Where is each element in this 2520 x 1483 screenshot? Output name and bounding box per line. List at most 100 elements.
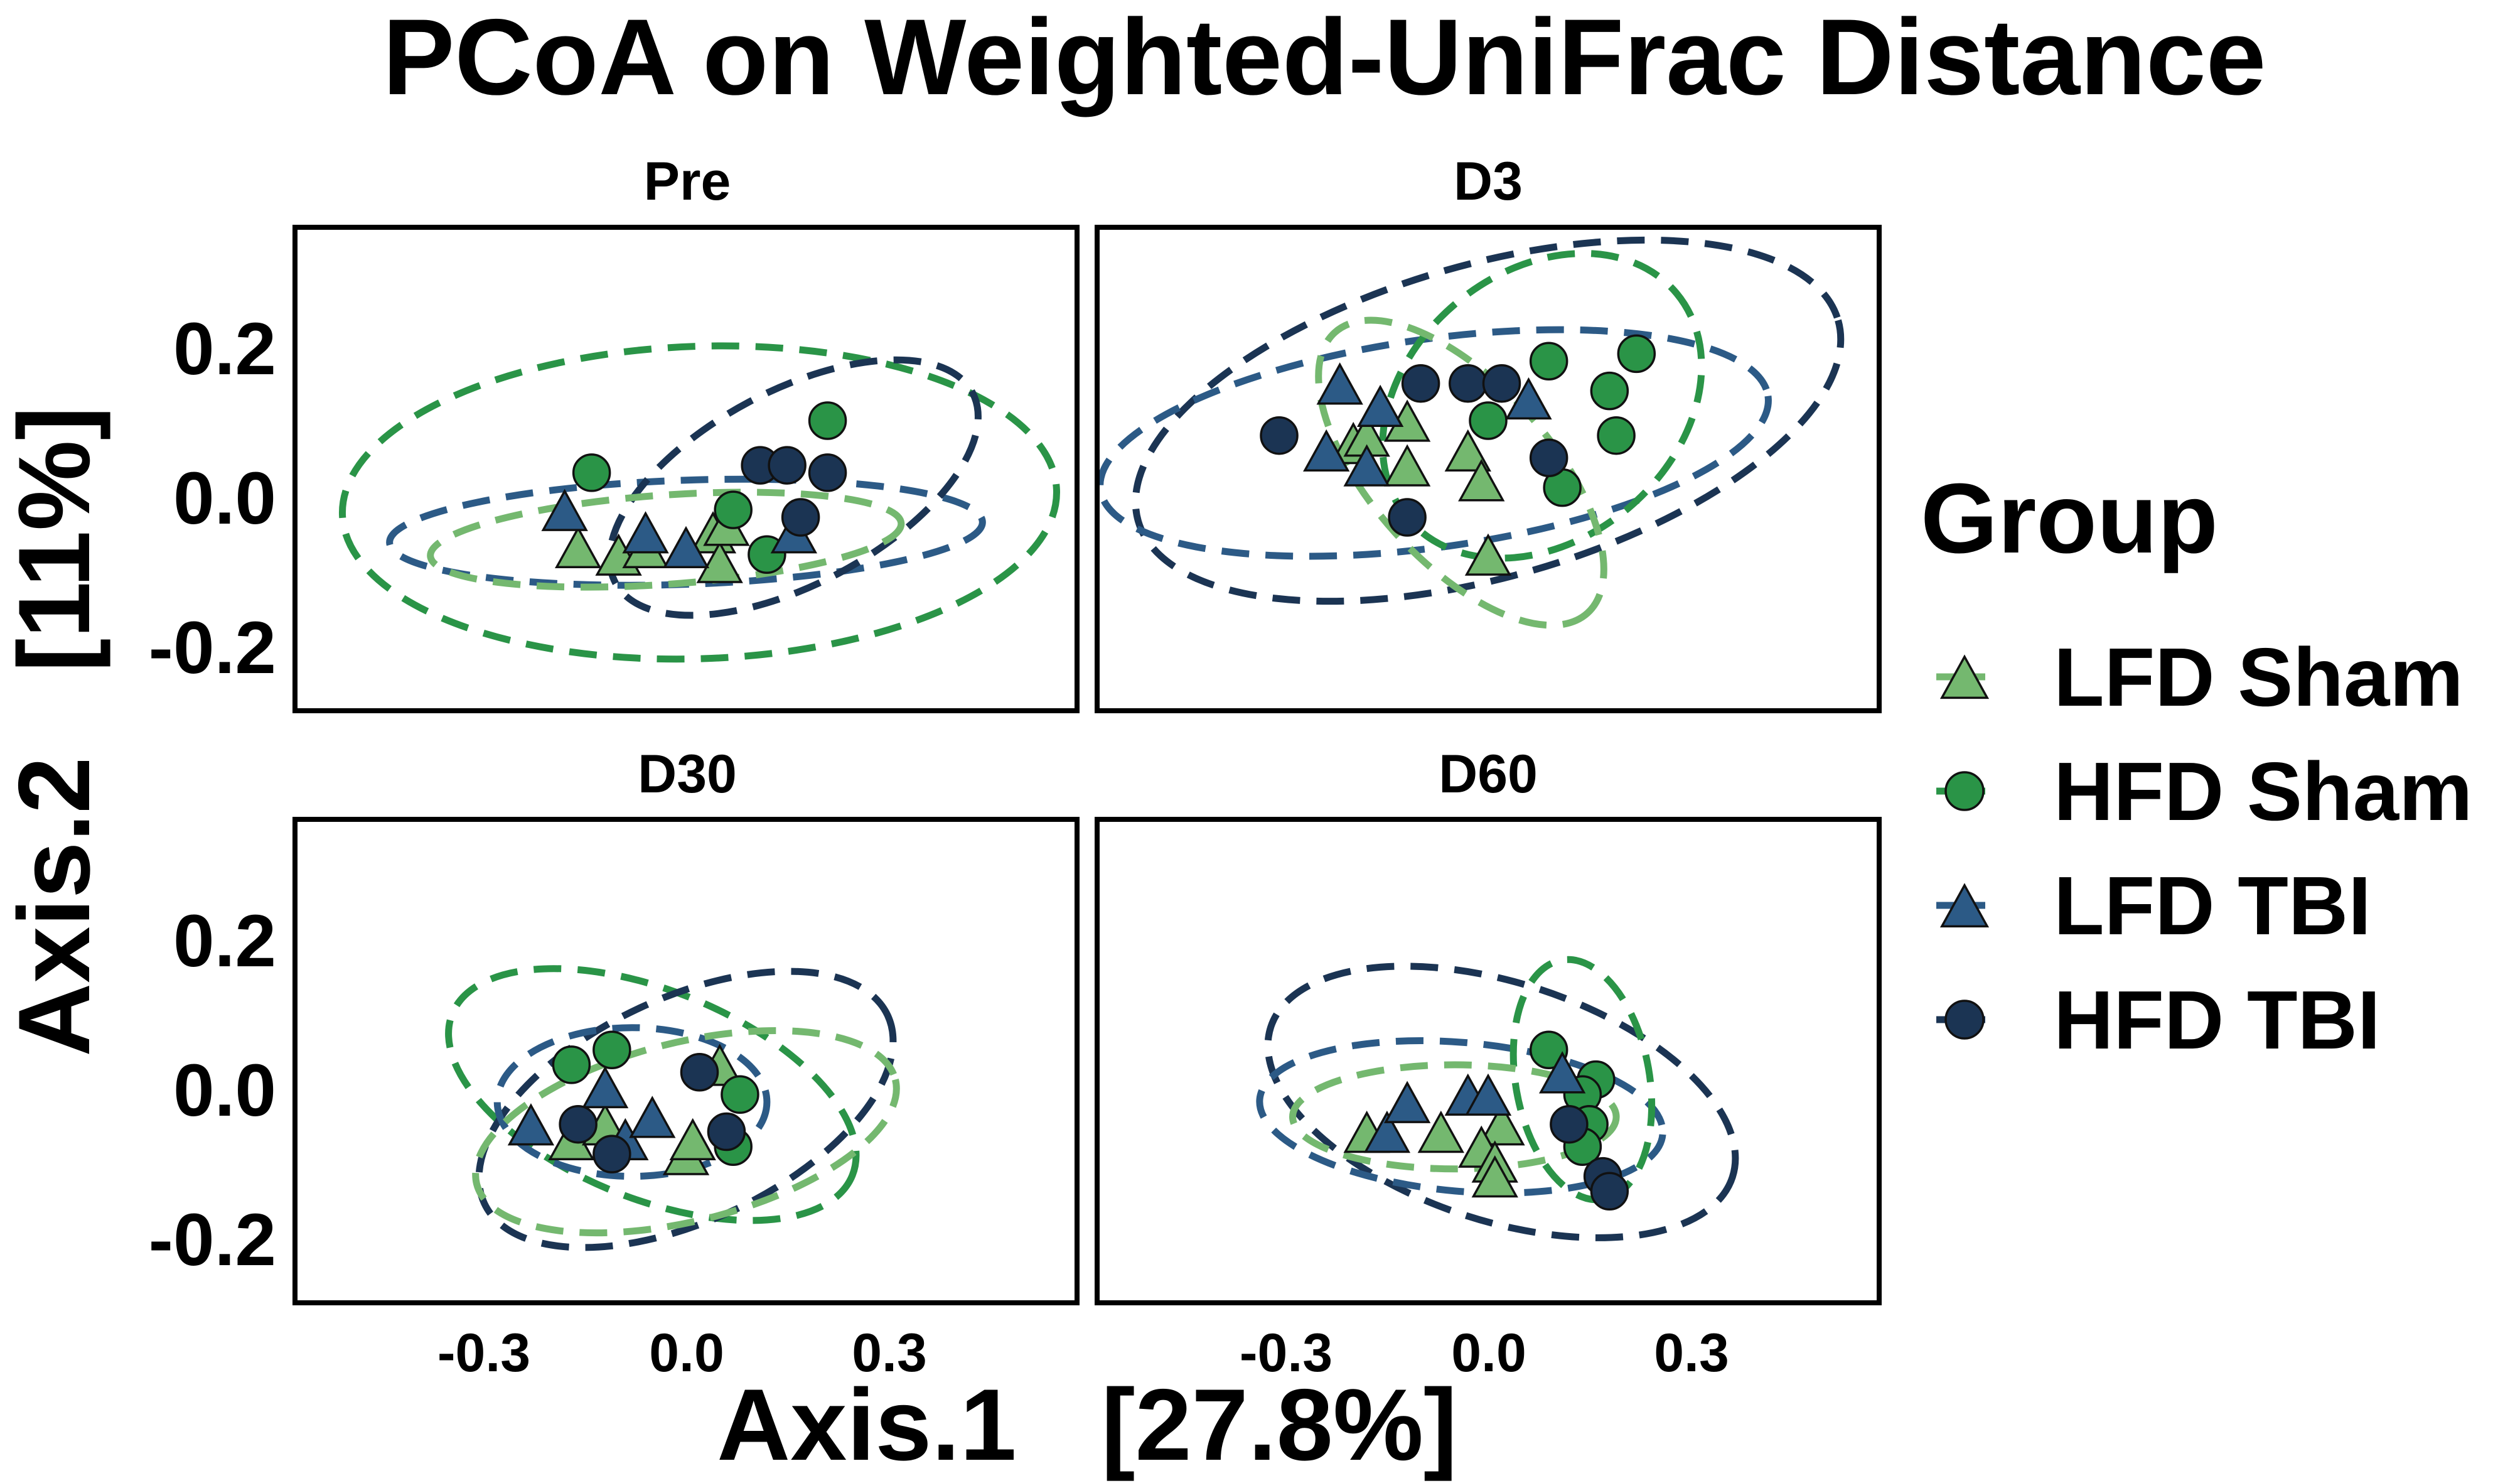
legend-label: LFD Sham xyxy=(2054,631,2464,723)
point-hfd-tbi xyxy=(1388,498,1427,537)
point-hfd-sham xyxy=(552,1045,591,1084)
point-hfd-tbi xyxy=(1401,364,1440,403)
y-tick-label: 0.2 xyxy=(173,308,276,391)
point-hfd-tbi xyxy=(707,1112,746,1151)
point-lfd-tbi xyxy=(622,511,669,554)
point-hfd-sham xyxy=(1590,371,1629,411)
point-lfd-tbi xyxy=(1383,1081,1431,1123)
panel-plot-area xyxy=(445,965,900,1251)
legend-circle-icon xyxy=(1944,771,1985,811)
x-tick-label: -0.3 xyxy=(437,1323,530,1383)
panel-title-pre: Pre xyxy=(644,151,731,212)
point-lfd-tbi xyxy=(1505,377,1552,420)
point-lfd-sham xyxy=(554,526,602,569)
point-hfd-tbi xyxy=(1260,416,1299,455)
panel-title-d3: D3 xyxy=(1454,151,1523,212)
x-tick-label: 0.0 xyxy=(1451,1323,1526,1383)
y-tick-label: 0.2 xyxy=(173,900,276,983)
point-lfd-tbi xyxy=(662,526,710,569)
panel-plot-area xyxy=(1256,956,1739,1241)
y-axis-ticks: -0.2 0.0 0.2 -0.2 0.0 0.2 xyxy=(149,308,276,1281)
ellipse-lfd-sham xyxy=(472,1027,900,1237)
point-lfd-sham xyxy=(1444,429,1491,472)
ellipse-lfd-sham xyxy=(1289,1061,1620,1173)
point-lfd-sham xyxy=(669,1118,716,1161)
point-lfd-sham xyxy=(1471,1155,1518,1198)
x-tick-label: -0.3 xyxy=(1240,1323,1332,1383)
point-lfd-tbi xyxy=(1343,444,1390,487)
ellipse-lfd-tbi xyxy=(493,1024,771,1180)
point-hfd-sham xyxy=(1617,334,1656,374)
ellipse-hfd-tbi xyxy=(606,356,982,619)
point-hfd-tbi xyxy=(592,1135,631,1173)
panel-d60: D60 xyxy=(1095,744,1882,1305)
ellipse-hfd-sham xyxy=(445,965,860,1224)
legend-label: HFD Sham xyxy=(2054,745,2472,838)
point-lfd-tbi xyxy=(541,488,588,531)
legend-title: Group xyxy=(1921,463,2218,574)
point-lfd-sham xyxy=(1458,459,1505,502)
x-tick-label: 0.3 xyxy=(852,1323,927,1383)
y-tick-group-bottom: -0.2 0.0 0.2 xyxy=(149,900,276,1281)
legend-item-lfd-tbi: LFD TBI xyxy=(1936,860,2371,952)
point-hfd-tbi xyxy=(1482,364,1521,403)
panel-d3: D3 xyxy=(1095,151,1882,713)
point-lfd-tbi xyxy=(1464,1073,1512,1116)
panel-frame-d60 xyxy=(1095,817,1882,1305)
y-tick-label: 0.0 xyxy=(173,1049,276,1132)
point-hfd-sham xyxy=(572,453,611,492)
legend-item-hfd-sham: HFD Sham xyxy=(1936,745,2472,838)
point-hfd-sham xyxy=(714,490,753,529)
point-lfd-sham xyxy=(696,541,743,583)
point-lfd-tbi xyxy=(581,1065,629,1109)
legend-items: LFD Sham HFD Sham LFD TBI HFD TBI xyxy=(1936,631,2472,1066)
panel-frame-d3 xyxy=(1095,225,1882,713)
y-tick-label: 0.0 xyxy=(173,457,276,540)
panel-content-d30 xyxy=(445,965,900,1251)
y-tick-group-top: -0.2 0.0 0.2 xyxy=(149,308,276,689)
panel-pre: Pre xyxy=(292,151,1080,713)
y-axis-label: Axis.2 [11%] xyxy=(0,406,111,1057)
ellipse-hfd-tbi xyxy=(1264,963,1739,1241)
point-lfd-tbi xyxy=(1538,1051,1586,1094)
legend-triangle-icon xyxy=(1939,883,1990,928)
legend-label: HFD TBI xyxy=(2054,974,2381,1066)
point-hfd-sham xyxy=(592,1030,631,1069)
chart-title: PCoA on Weighted-UniFrac Distance xyxy=(383,0,2266,117)
point-hfd-sham xyxy=(1597,416,1636,455)
ellipse-lfd-tbi xyxy=(1256,1037,1666,1197)
point-lfd-sham xyxy=(1464,533,1512,576)
point-lfd-tbi xyxy=(1363,1110,1411,1153)
panel-plot-area xyxy=(1100,236,1845,629)
panel-frame-pre xyxy=(292,225,1080,713)
panel-frame-d30 xyxy=(292,817,1080,1305)
point-lfd-tbi xyxy=(629,1096,676,1138)
point-lfd-tbi xyxy=(1303,429,1350,472)
point-lfd-sham xyxy=(1417,1110,1464,1153)
legend-triangle-icon xyxy=(1939,654,1990,699)
point-hfd-sham xyxy=(808,401,847,440)
panel-content-d60 xyxy=(1256,956,1739,1241)
point-hfd-tbi xyxy=(781,498,820,537)
x-tick-label: 0.3 xyxy=(1654,1323,1729,1383)
point-hfd-tbi xyxy=(559,1104,598,1144)
point-lfd-sham xyxy=(1383,444,1431,487)
x-axis-ticks: -0.3 0.0 0.3 -0.3 0.0 0.3 xyxy=(437,1323,1729,1383)
point-lfd-tbi xyxy=(1356,384,1404,427)
legend: Group LFD Sham HFD Sham LFD TBI HFD TBI xyxy=(1921,463,2472,1066)
point-hfd-sham xyxy=(1469,401,1508,440)
panel-title-d60: D60 xyxy=(1439,744,1538,804)
point-hfd-tbi xyxy=(1550,1104,1589,1144)
panel-content-pre xyxy=(338,342,1060,663)
point-hfd-tbi xyxy=(768,446,807,485)
point-hfd-tbi xyxy=(1529,438,1568,477)
point-hfd-tbi xyxy=(808,453,847,492)
point-lfd-tbi xyxy=(1316,362,1363,405)
legend-label: LFD TBI xyxy=(2054,860,2371,952)
y-tick-label: -0.2 xyxy=(149,607,276,689)
point-lfd-tbi xyxy=(507,1103,555,1146)
ellipse-hfd-tbi xyxy=(1132,236,1845,605)
legend-item-lfd-sham: LFD Sham xyxy=(1936,631,2464,723)
ellipse-lfd-sham xyxy=(427,488,905,591)
point-hfd-sham xyxy=(1529,1030,1568,1069)
